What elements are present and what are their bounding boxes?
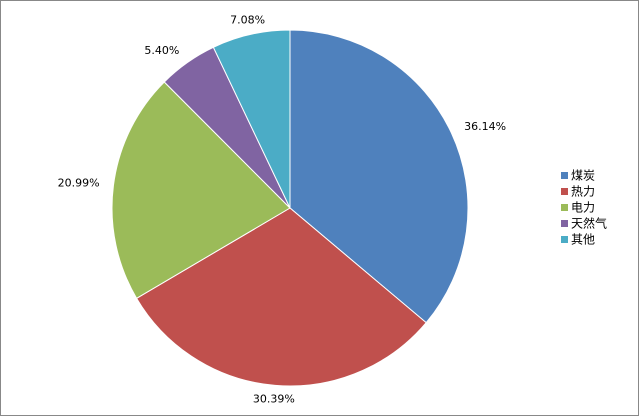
legend-label: 电力 xyxy=(571,201,595,215)
pie-slice xyxy=(135,207,427,387)
legend-swatch xyxy=(561,236,568,243)
pie-slice xyxy=(289,29,469,324)
legend-swatch xyxy=(561,204,568,211)
data-label: 5.40% xyxy=(144,44,179,57)
data-label: 30.39% xyxy=(253,392,295,405)
legend-swatch xyxy=(561,188,568,195)
legend-label: 天然气 xyxy=(571,216,607,231)
legend-label: 煤炭 xyxy=(571,169,595,183)
pie-slice xyxy=(212,29,291,209)
legend-swatch xyxy=(561,220,568,227)
legend-label: 热力 xyxy=(571,185,595,199)
data-label: 36.14% xyxy=(464,120,506,133)
data-label: 7.08% xyxy=(230,14,265,27)
legend-swatch xyxy=(561,172,568,179)
pie-slice xyxy=(111,81,291,300)
legend-label: 其他 xyxy=(571,233,595,247)
data-label: 20.99% xyxy=(58,177,100,190)
